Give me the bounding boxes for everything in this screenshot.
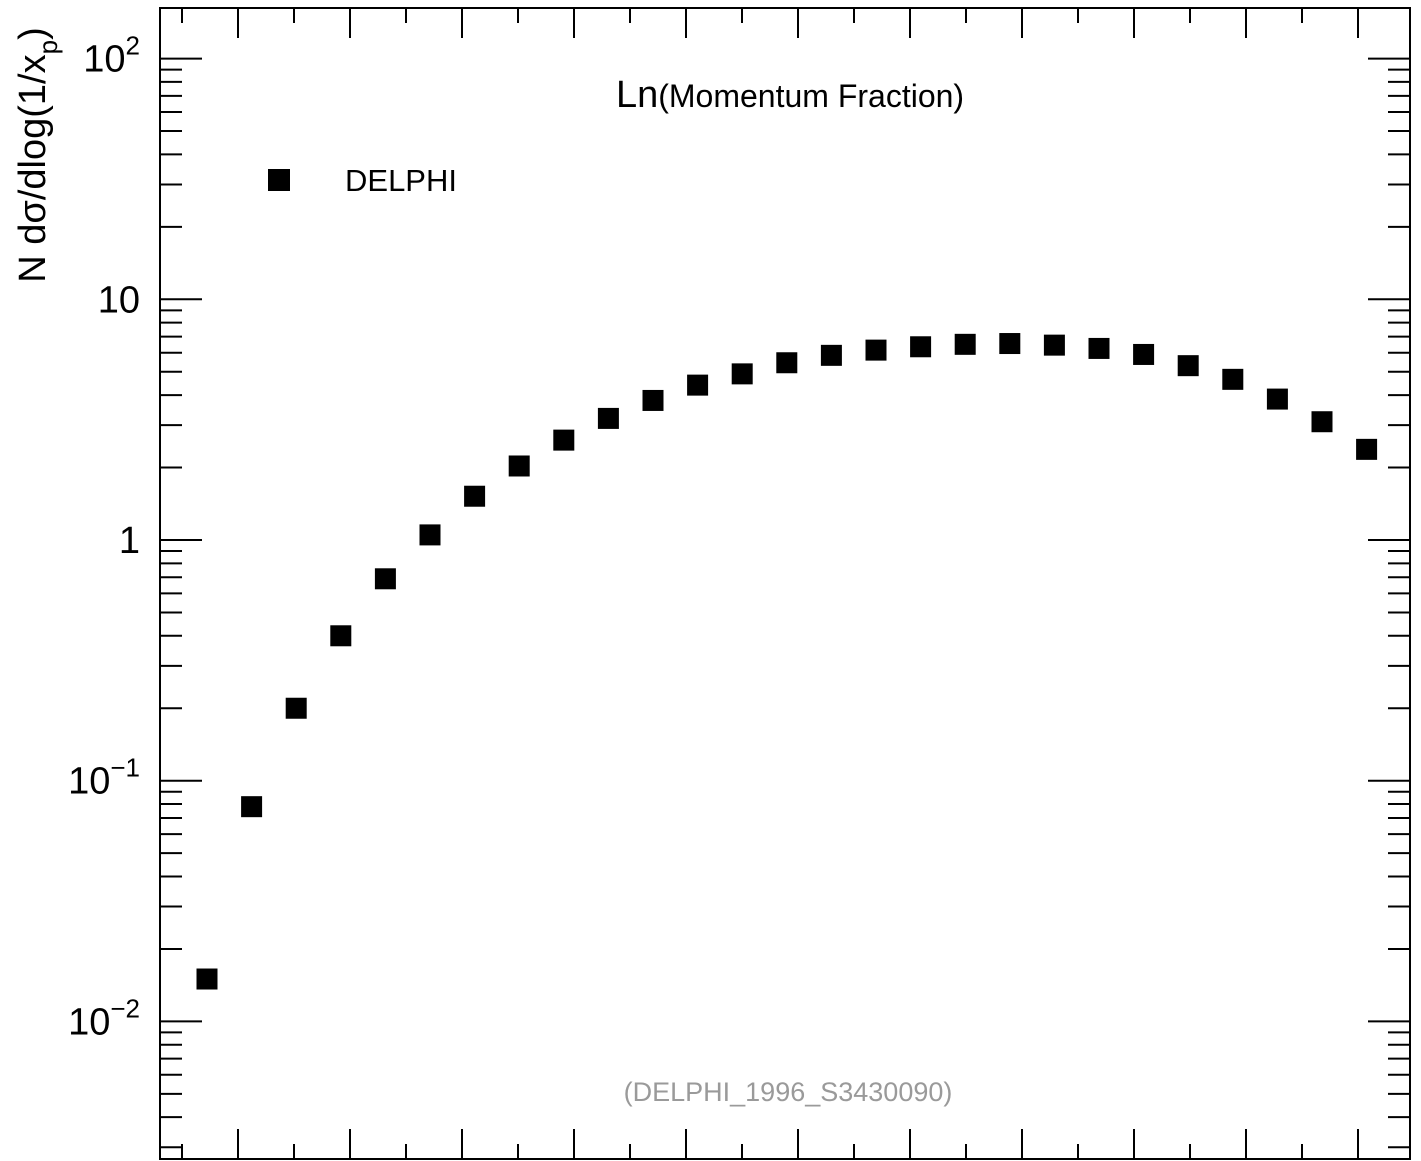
data-point: [910, 336, 932, 358]
data-point: [1356, 438, 1378, 460]
data-point: [731, 363, 753, 385]
analysis-annotation: (DELPHI_1996_S3430090): [624, 1077, 953, 1107]
y-tick-label: 10: [98, 279, 140, 321]
y-tick-label: 1: [119, 520, 140, 562]
data-point: [1133, 343, 1155, 365]
data-point: [1222, 368, 1244, 390]
data-point: [419, 524, 441, 546]
y-tick-label: 10−1: [68, 753, 140, 803]
legend-label: DELPHI: [345, 163, 457, 198]
data-point: [999, 333, 1021, 355]
plot-frame: [159, 7, 1411, 1160]
data-point: [865, 339, 887, 361]
data-point: [508, 455, 530, 477]
chart-title: Ln(Momentum Fraction): [616, 74, 964, 116]
y-tick-label: 102: [83, 31, 140, 81]
data-point: [241, 796, 263, 818]
y-axis-label: N dσ/dlog(1/xp): [12, 27, 63, 282]
data-point: [954, 333, 976, 355]
y-tick-label: 10−2: [68, 993, 140, 1043]
data-point: [1043, 334, 1065, 356]
data-point: [1266, 388, 1288, 410]
data-point: [1177, 355, 1199, 377]
axis-ticks: [160, 8, 1410, 1159]
data-point: [776, 352, 798, 374]
legend-marker: [268, 169, 290, 191]
data-point: [330, 625, 352, 647]
data-point: [597, 407, 619, 429]
data-point: [1311, 411, 1333, 433]
data-point: [553, 429, 575, 451]
data-point: [285, 697, 307, 719]
data-point: [820, 344, 842, 366]
data-point: [196, 968, 218, 990]
data-point: [1088, 337, 1110, 359]
data-point: [642, 389, 664, 411]
data-point: [374, 568, 396, 590]
data-point: [687, 374, 709, 396]
legend: DELPHI: [268, 163, 457, 198]
data-points: [196, 333, 1378, 990]
y-tick-labels: 10−2 10−1 1 10 102: [68, 31, 140, 1044]
data-point: [464, 485, 486, 507]
